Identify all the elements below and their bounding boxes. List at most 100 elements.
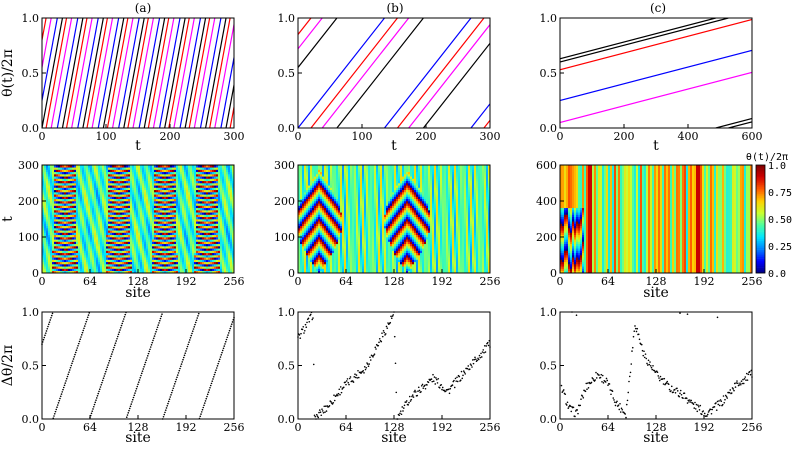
a-mid-cell bbox=[214, 169, 217, 173]
a-mid-cell bbox=[106, 210, 109, 213]
a-mid-cell bbox=[134, 270, 137, 274]
a-mid-cell bbox=[224, 178, 227, 182]
a-mid-cell bbox=[166, 180, 169, 184]
a-mid-cell bbox=[134, 225, 137, 229]
a-mid-cell bbox=[168, 194, 171, 197]
a-mid-cell bbox=[68, 178, 71, 182]
a-mid-cell bbox=[114, 268, 117, 272]
a-mid-cell bbox=[218, 270, 221, 274]
a-mid-cell bbox=[226, 207, 229, 211]
a-mid-cell bbox=[202, 241, 205, 245]
b-mid-cell bbox=[302, 228, 305, 231]
a-mid-cell bbox=[140, 261, 143, 265]
a-mid-cell bbox=[118, 237, 121, 240]
a-mid-cell bbox=[118, 207, 121, 211]
a-mid-cell bbox=[154, 221, 157, 224]
a-mid-cell bbox=[140, 241, 143, 245]
a-mid-cell bbox=[218, 261, 221, 265]
a-mid-cell bbox=[162, 196, 165, 200]
a-mid-cell bbox=[56, 266, 59, 269]
a-mid-cell bbox=[82, 241, 85, 245]
a-mid-cell bbox=[170, 196, 173, 200]
a-mid-cell bbox=[60, 261, 63, 265]
a-mid-cell bbox=[56, 214, 59, 218]
a-mid-cell bbox=[216, 207, 219, 211]
a-mid-cell bbox=[98, 241, 101, 245]
a-mid-cell bbox=[220, 178, 223, 182]
a-mid-cell bbox=[180, 185, 183, 188]
a-mid-cell bbox=[106, 198, 109, 202]
a-mid-cell bbox=[160, 250, 163, 254]
a-mid-cell bbox=[98, 261, 101, 265]
a-mid-cell bbox=[132, 185, 135, 188]
a-mid-cell bbox=[80, 210, 83, 213]
a-mid-cell bbox=[208, 234, 211, 238]
a-mid-cell bbox=[202, 187, 205, 191]
a-mid-cell bbox=[116, 230, 119, 233]
a-mid-cell bbox=[112, 221, 115, 224]
c-top-ytick-label: 0.5 bbox=[540, 67, 558, 80]
a-top-oscillator-2-segment bbox=[199, 18, 222, 128]
a-mid-cell bbox=[96, 232, 99, 236]
a-mid-cell bbox=[46, 223, 49, 227]
a-mid-cell bbox=[126, 171, 129, 175]
a-mid-cell bbox=[56, 221, 59, 224]
a-mid-cell bbox=[180, 241, 183, 245]
a-mid-cell bbox=[46, 252, 49, 256]
a-mid-cell bbox=[82, 210, 85, 213]
a-mid-cell bbox=[146, 167, 149, 170]
a-mid-cell bbox=[176, 223, 179, 227]
a-mid-cell bbox=[232, 257, 235, 260]
a-mid-cell bbox=[184, 255, 187, 258]
a-mid-cell bbox=[50, 192, 53, 195]
a-mid-cell bbox=[178, 198, 181, 202]
a-mid-cell bbox=[58, 259, 61, 263]
a-mid-cell bbox=[62, 243, 65, 247]
a-mid-cell bbox=[174, 266, 177, 269]
a-mid-cell bbox=[130, 196, 133, 200]
a-mid-cell bbox=[188, 212, 191, 215]
a-mid-cell bbox=[78, 268, 81, 272]
a-mid-cell bbox=[148, 239, 151, 242]
a-mid-cell bbox=[202, 198, 205, 202]
a-mid-cell bbox=[178, 225, 181, 229]
a-mid-cell bbox=[214, 185, 217, 188]
a-mid-cell bbox=[86, 230, 89, 233]
a-mid-cell bbox=[214, 183, 217, 186]
a-mid-cell bbox=[230, 198, 233, 202]
a-mid-cell bbox=[156, 194, 159, 197]
a-mid-cell bbox=[66, 180, 69, 184]
a-mid-cell bbox=[74, 185, 77, 188]
a-mid-cell bbox=[210, 180, 213, 184]
a-mid-cell bbox=[136, 219, 139, 222]
a-mid-cell bbox=[148, 178, 151, 182]
a-mid-cell bbox=[114, 241, 117, 245]
b-mid-cell bbox=[304, 198, 307, 202]
a-mid-cell bbox=[90, 169, 93, 173]
a-mid-cell bbox=[216, 210, 219, 213]
a-mid-cell bbox=[214, 268, 217, 272]
a-mid-cell bbox=[138, 185, 141, 188]
a-mid-cell bbox=[216, 219, 219, 222]
a-mid-cell bbox=[222, 187, 225, 191]
a-mid-cell bbox=[230, 194, 233, 197]
a-mid-cell bbox=[94, 216, 97, 220]
a-mid-cell bbox=[148, 214, 151, 218]
a-mid-cell bbox=[114, 257, 117, 260]
a-mid-cell bbox=[222, 205, 225, 209]
a-mid-cell bbox=[92, 232, 95, 236]
a-mid-cell bbox=[148, 171, 151, 175]
a-mid-cell bbox=[60, 214, 63, 218]
b-mid-cell bbox=[298, 266, 301, 269]
a-mid-cell bbox=[166, 194, 169, 197]
a-mid-cell bbox=[188, 261, 191, 265]
a-mid-cell bbox=[174, 246, 177, 249]
a-mid-cell bbox=[124, 246, 127, 249]
a-top-oscillator-4-segment bbox=[45, 18, 68, 128]
a-mid-cell bbox=[60, 203, 63, 206]
a-mid-cell bbox=[212, 257, 215, 260]
a-mid-cell bbox=[106, 225, 109, 229]
a-mid-cell bbox=[216, 266, 219, 269]
a-mid-cell bbox=[180, 239, 183, 242]
a-mid-cell bbox=[112, 246, 115, 249]
